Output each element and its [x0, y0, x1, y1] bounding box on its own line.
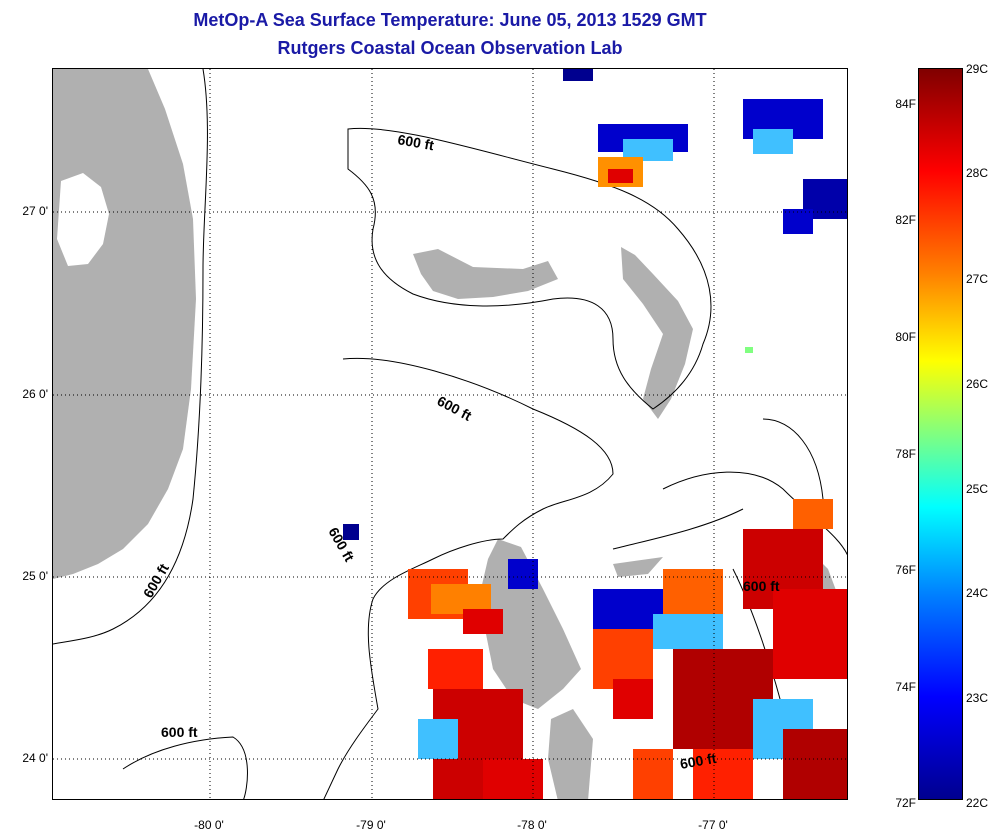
lat-label-24: 24 0' — [22, 751, 48, 765]
map-title: MetOp-A Sea Surface Temperature: June 05… — [193, 10, 707, 30]
lon-label-77: -77 0' — [698, 818, 728, 832]
lat-label-25: 25 0' — [22, 569, 48, 583]
colorbar-c-25: 25C — [966, 482, 989, 496]
contour-label-1: 600 ft — [396, 131, 435, 153]
colorbar-c-24: 24C — [966, 586, 989, 600]
grand-bahama-island — [413, 249, 558, 299]
colorbar-c-27: 27C — [966, 272, 989, 286]
map-svg: 600 ft 600 ft 600 ft 600 ft 600 ft 600 f… — [53, 69, 847, 799]
colorbar-c-22: 22C — [966, 796, 989, 810]
colorbar-f-78: 78F — [895, 447, 916, 461]
colorbar-c-26: 26C — [966, 377, 989, 391]
lon-label-80: -80 0' — [194, 818, 224, 832]
abaco-island — [621, 247, 693, 419]
colorbar-f-80: 80F — [895, 330, 916, 344]
colorbar-f-84: 84F — [895, 97, 916, 111]
sst-map: 600 ft 600 ft 600 ft 600 ft 600 ft 600 f… — [52, 68, 848, 800]
colorbar-f-82: 82F — [895, 213, 916, 227]
contour-label-7: 600 ft — [679, 750, 718, 772]
temperature-colorbar — [918, 68, 963, 800]
colorbar-c-29: 29C — [966, 62, 989, 76]
contour-label-4: 600 ft — [140, 561, 172, 601]
lat-label-26: 26 0' — [22, 387, 48, 401]
florida-landmass — [53, 69, 196, 579]
contour-label-2: 600 ft — [435, 393, 475, 424]
sst-data-patches — [343, 69, 847, 799]
colorbar-f-76: 76F — [895, 563, 916, 577]
map-subtitle: Rutgers Coastal Ocean Observation Lab — [277, 38, 623, 58]
andros-island — [481, 539, 581, 709]
lon-label-79: -79 0' — [356, 818, 386, 832]
colorbar-f-74: 74F — [895, 680, 916, 694]
graticule — [53, 69, 847, 799]
colorbar-c-28: 28C — [966, 166, 989, 180]
lon-label-78: -78 0' — [517, 818, 547, 832]
lat-label-27: 27 0' — [22, 204, 48, 218]
colorbar-f-72: 72F — [895, 796, 916, 810]
contour-label-6: 600 ft — [161, 724, 198, 740]
south-andros-island — [548, 709, 593, 799]
colorbar-c-23: 23C — [966, 691, 989, 705]
cay-land — [613, 557, 663, 577]
contour-label-5: 600 ft — [743, 578, 780, 594]
lake-okeechobee — [57, 173, 109, 266]
